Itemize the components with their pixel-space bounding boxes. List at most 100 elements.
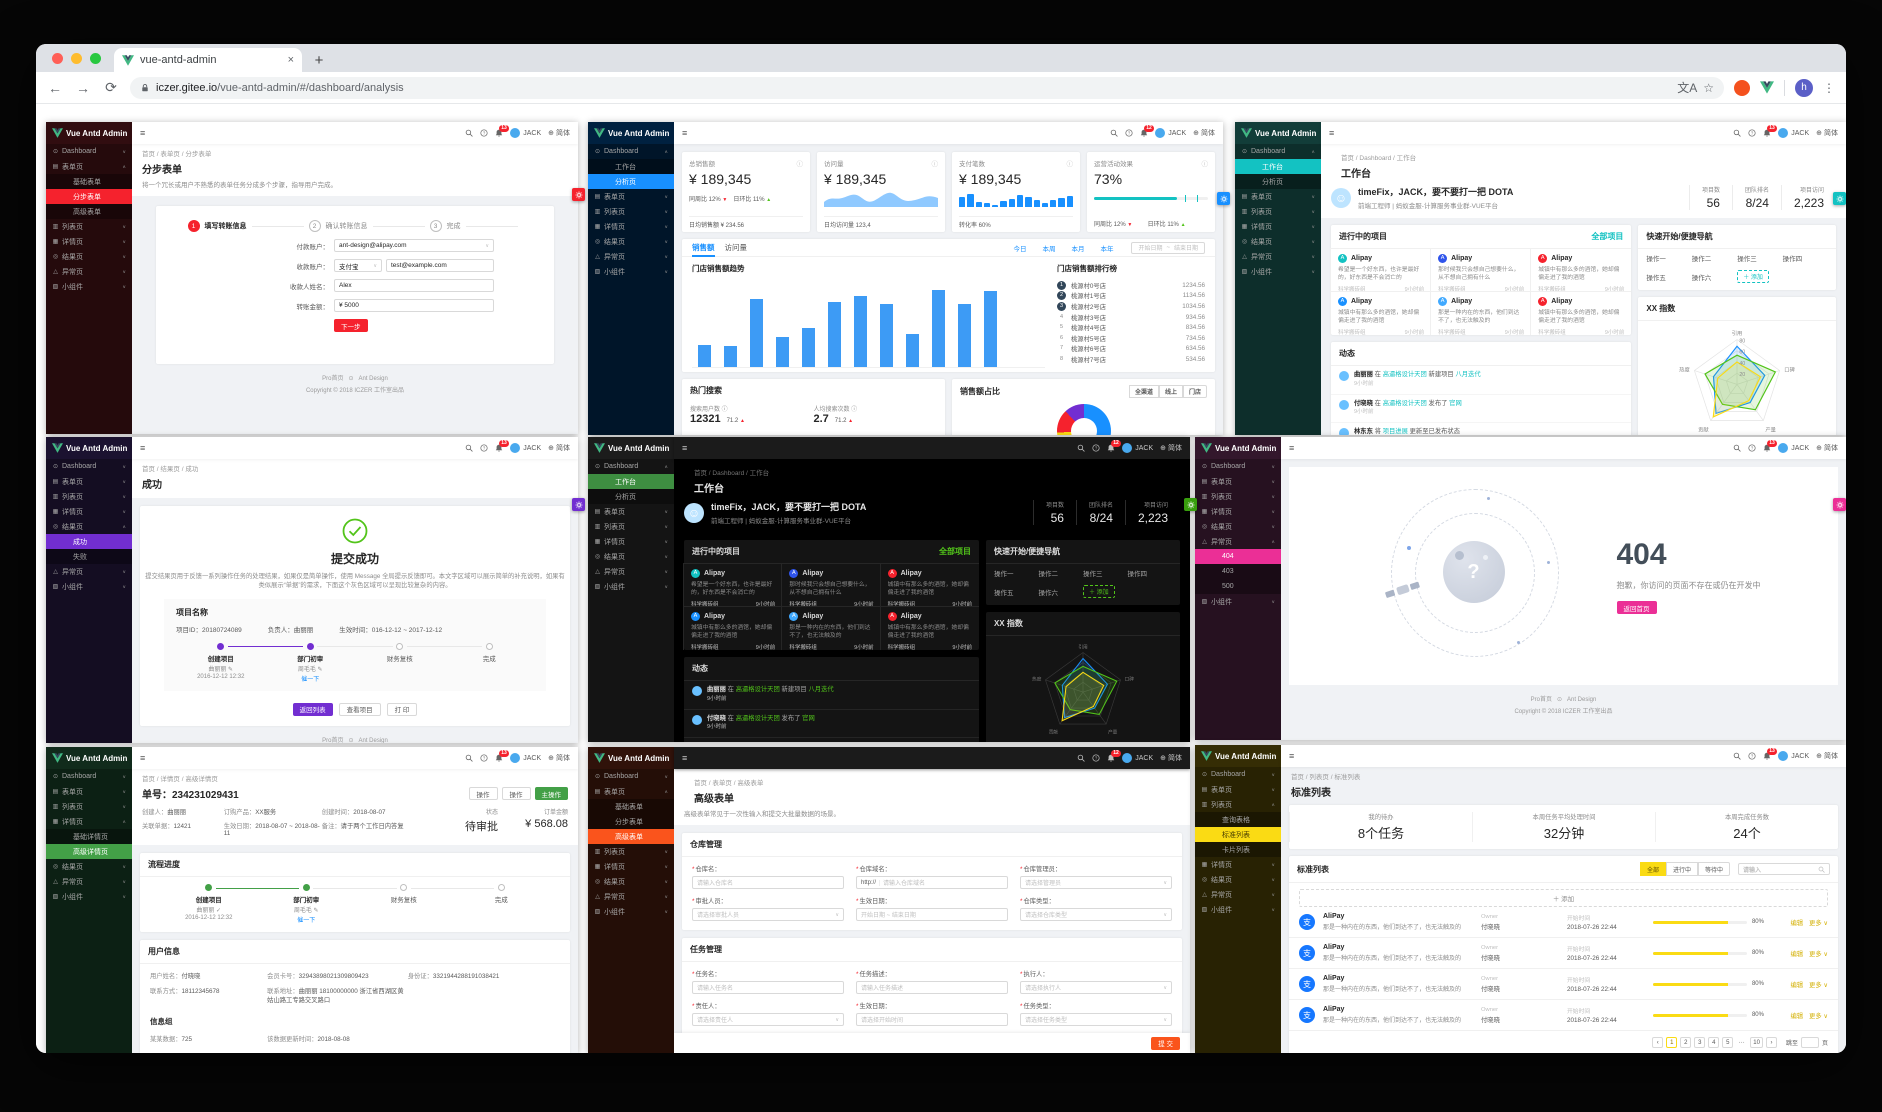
form-input[interactable]: 请选择任务类型 ∨ [1020, 1013, 1172, 1026]
page-button[interactable]: 5 [1722, 1037, 1734, 1048]
sidebar-item[interactable]: 工作台 [1235, 159, 1321, 174]
project-card[interactable]: A Alipay 城镇中有那么多的酒馆，她却偏偏走进了我的酒馆 科学搬砖组 9小时前 [1530, 291, 1632, 336]
notification-bell[interactable]: 13 [1763, 125, 1777, 137]
page-button[interactable]: 4 [1708, 1037, 1720, 1048]
sidebar-item[interactable]: ▦ 详情页 ∨ [1195, 504, 1281, 519]
project-card[interactable]: A Alipay 城镇中有那么多的酒馆，她却偏偏走进了我的酒馆 科学搬砖组 9小时前 [879, 563, 979, 608]
sidebar-item[interactable]: ⊙ Dashboard ∨ [46, 769, 132, 784]
sidebar-item[interactable]: ⊙ Dashboard ∨ [46, 459, 132, 474]
language-switcher[interactable]: ⊕ 简体 [1160, 445, 1182, 452]
collapse-icon[interactable]: ≡ [1289, 751, 1295, 761]
app-logo[interactable]: Vue Antd Admin [588, 437, 674, 459]
theme-settings-gear[interactable] [572, 498, 585, 511]
sidebar-item[interactable]: ▧ 小组件 ∨ [588, 904, 674, 919]
action-button[interactable]: 操作 [468, 787, 498, 800]
theme-settings-gear[interactable] [1833, 192, 1846, 205]
user-menu[interactable]: JACK [510, 443, 541, 453]
page-button[interactable]: ‹ [1652, 1037, 1664, 1048]
sidebar-item[interactable]: ◎ 结果页 ∨ [46, 249, 132, 264]
sidebar-item[interactable]: ▦ 详情页 ∨ [1235, 219, 1321, 234]
language-switcher[interactable]: ⊕ 简体 [548, 755, 570, 762]
sidebar-item[interactable]: ⊙ Dashboard ∨ [1195, 459, 1281, 474]
address-bar[interactable]: iczer.gitee.io/vue-antd-admin/#/dashboar… [130, 76, 1724, 99]
sidebar-item[interactable]: ▦ 详情页 ∧ [46, 814, 132, 829]
sidebar-item[interactable]: 403 [1195, 564, 1281, 579]
sidebar-item[interactable]: ▤ 表单页 ∨ [1195, 782, 1281, 797]
search-icon[interactable] [1077, 754, 1085, 762]
app-logo[interactable]: Vue Antd Admin [1235, 122, 1321, 144]
search-icon[interactable] [1733, 752, 1741, 760]
sidebar-item[interactable]: ▧ 小组件 ∨ [588, 579, 674, 594]
notification-bell[interactable]: 13 [495, 125, 509, 137]
search-icon[interactable] [1077, 444, 1085, 452]
sidebar-item[interactable]: △ 异常页 ∨ [588, 564, 674, 579]
project-card[interactable]: A Alipay 那是一种内在的东西，他们到达不了，也无法触及的 科学搬砖组 9小时… [1430, 291, 1532, 336]
user-menu[interactable]: JACK [1122, 753, 1153, 763]
user-menu[interactable]: JACK [510, 128, 541, 138]
notification-bell[interactable]: 12 [1107, 440, 1121, 452]
jump-input[interactable] [1800, 1037, 1819, 1048]
sidebar-item[interactable]: 500 [1195, 579, 1281, 594]
add-item-button[interactable]: ＋ 添加 [1299, 889, 1828, 907]
sidebar-item[interactable]: ▤ 表单页 ∨ [1195, 474, 1281, 489]
sidebar-item[interactable]: ▤ 表单页 ∨ [1235, 189, 1321, 204]
language-switcher[interactable]: ⊕ 简体 [1816, 445, 1838, 452]
payee-input[interactable]: test@example.com [386, 259, 494, 272]
form-input[interactable]: http://请输入仓库域名 [856, 876, 1008, 889]
print-button[interactable]: 打 印 [386, 702, 418, 716]
sidebar-item[interactable]: 基础表单 [46, 174, 132, 189]
filter-button[interactable]: 等待中 [1697, 862, 1730, 876]
collapse-icon[interactable]: ≡ [682, 443, 688, 453]
app-logo[interactable]: Vue Antd Admin [46, 122, 132, 144]
quick-link[interactable]: 操作六 [1038, 589, 1058, 597]
footer-link[interactable]: Pro首页 [322, 737, 344, 743]
amount-input[interactable]: ¥ 5000 [334, 299, 494, 312]
sidebar-item[interactable]: ▧ 小组件 ∨ [46, 889, 132, 904]
project-card[interactable]: A Alipay 希望是一个好东西，也许是最好的，好东西是不会消亡的 科学搬砖组 9… [683, 563, 783, 608]
sidebar-item[interactable]: ◎ 结果页 ∨ [588, 874, 674, 889]
quick-link[interactable]: 操作五 [1646, 274, 1666, 282]
all-projects-link[interactable]: 全部项目 [1591, 232, 1624, 241]
back-home-button[interactable]: 返回首页 [1616, 601, 1657, 614]
edit-link[interactable]: 编辑 [1790, 1012, 1804, 1020]
quick-link[interactable]: 操作一 [1646, 256, 1666, 263]
sidebar-item[interactable]: 标准列表 [1195, 827, 1281, 842]
form-input[interactable]: 请输入仓库名 [692, 876, 844, 889]
page-button[interactable]: ··· [1736, 1037, 1748, 1048]
sidebar-item[interactable]: 失败 [46, 549, 132, 564]
app-logo[interactable]: Vue Antd Admin [1195, 745, 1281, 767]
sidebar-item[interactable]: 成功 [46, 534, 132, 549]
sidebar-item[interactable]: ▧ 小组件 ∨ [1195, 902, 1281, 917]
search-icon[interactable] [465, 754, 473, 762]
page-button[interactable]: 1 [1666, 1037, 1678, 1048]
sidebar-item[interactable]: ⊙ Dashboard ∧ [1235, 144, 1321, 159]
sidebar-item[interactable]: 404 [1195, 549, 1281, 564]
footer-link[interactable]: Ant Design [1567, 697, 1597, 703]
more-link[interactable]: 更多 ∨ [1809, 1012, 1828, 1020]
quick-link[interactable]: 操作三 [1737, 256, 1757, 263]
notification-bell[interactable]: 13 [495, 750, 509, 762]
reload-button[interactable]: ⟳ [105, 79, 117, 95]
quick-link[interactable]: 操作一 [993, 571, 1014, 578]
maximize-window-button[interactable] [90, 53, 101, 64]
new-tab-button[interactable]: + [314, 51, 324, 69]
theme-settings-gear[interactable] [572, 188, 585, 201]
sidebar-item[interactable]: ▦ 详情页 ∨ [46, 234, 132, 249]
sidebar-item[interactable]: 高级详情页 [46, 844, 132, 859]
sidebar-item[interactable]: ⊙ Dashboard ∨ [588, 769, 674, 784]
form-input[interactable]: 请选择仓库类型 ∨ [1020, 908, 1172, 921]
project-card[interactable]: A Alipay 城镇中有那么多的酒馆，她却偏偏走进了我的酒馆 科学搬砖组 9小时前 [879, 606, 979, 651]
sidebar-item[interactable]: ▤ 表单页 ∨ [46, 784, 132, 799]
browser-menu-icon[interactable]: ⋮ [1823, 80, 1836, 95]
help-icon[interactable] [1748, 752, 1756, 760]
back-to-list-button[interactable]: 返回列表 [292, 702, 333, 716]
date-range-picker[interactable]: 开始日期 ~ 结束日期 [1131, 241, 1205, 254]
sidebar-item[interactable]: 分析页 [588, 489, 674, 504]
user-menu[interactable]: JACK [1778, 751, 1809, 761]
extension-icon[interactable] [1734, 79, 1750, 96]
collapse-icon[interactable]: ≡ [682, 753, 688, 763]
project-card[interactable]: A Alipay 城镇中有那么多的酒馆，她却偏偏走进了我的酒馆 科学搬砖组 9小时前 [683, 606, 783, 651]
help-icon[interactable] [1748, 444, 1756, 452]
add-quick-link-button[interactable]: ＋ 添加 [1737, 270, 1769, 283]
help-icon[interactable] [480, 754, 488, 762]
